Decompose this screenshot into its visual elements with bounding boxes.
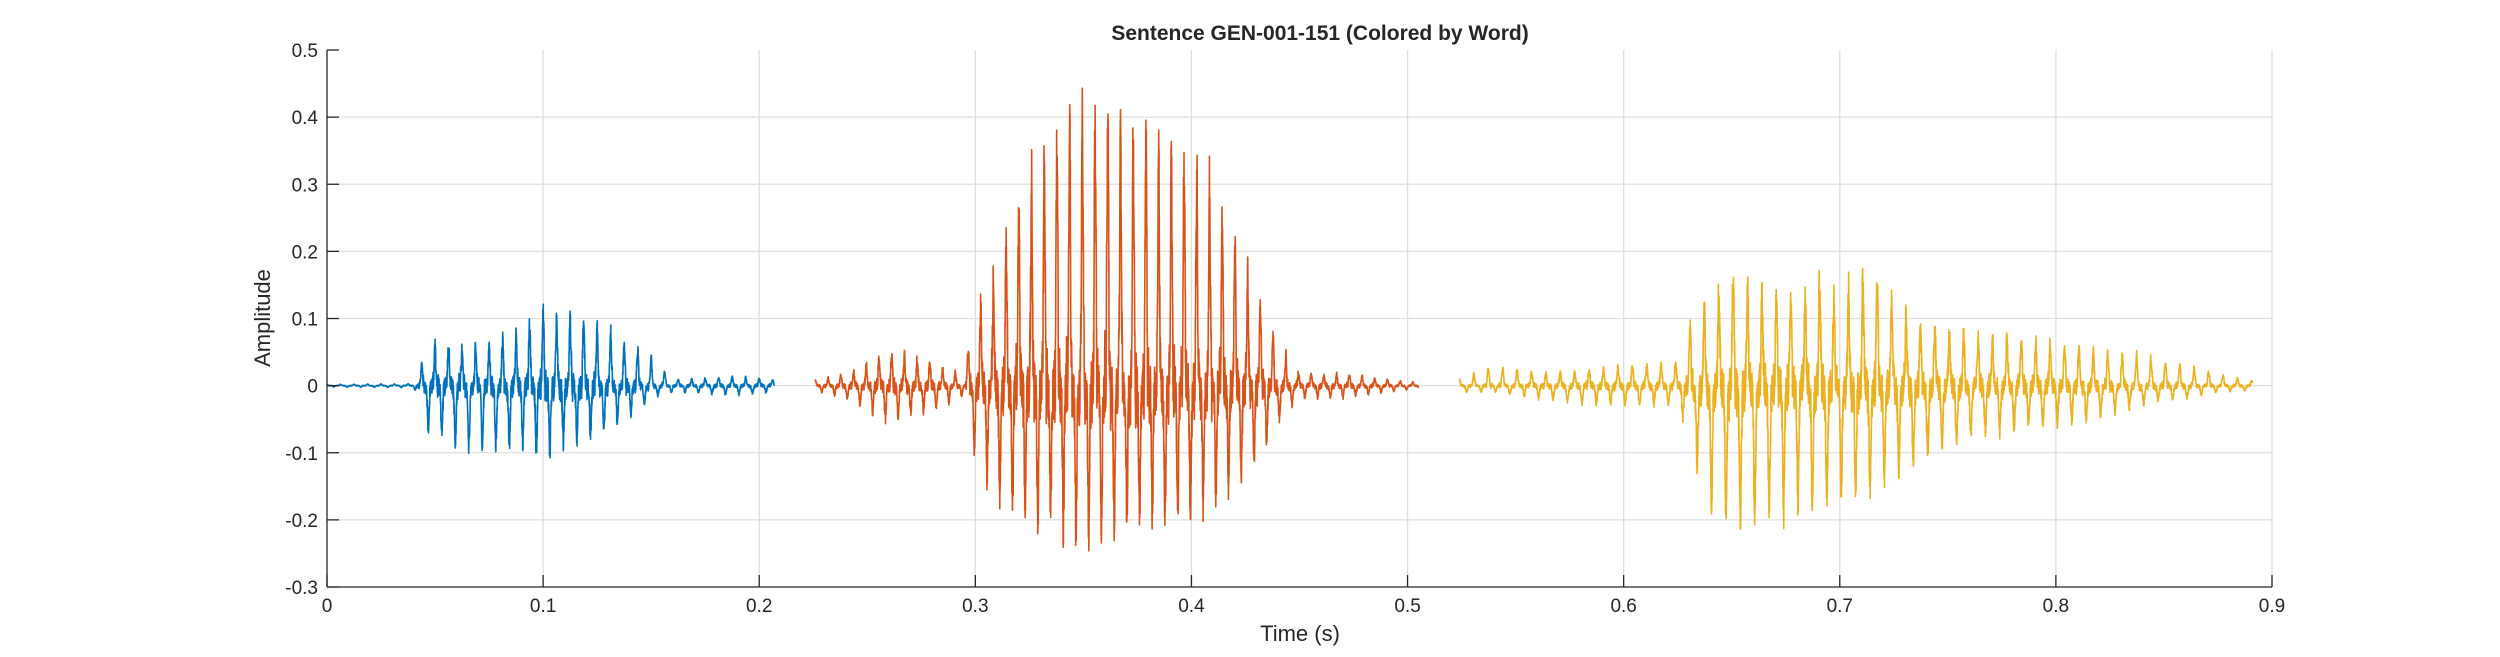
y-tick-label: 0.5 bbox=[292, 41, 318, 62]
waveform-word-1 bbox=[326, 303, 776, 459]
y-ticks: -0.3 -0.2 -0.1 0 0.1 0.2 0.3 0.4 0.5 bbox=[285, 41, 339, 599]
y-tick-label: 0 bbox=[307, 377, 318, 398]
x-tick-label: 0.2 bbox=[746, 596, 772, 617]
y-tick-label: -0.2 bbox=[285, 511, 318, 532]
chart-title: Sentence GEN-001-151 (Colored by Word) bbox=[1111, 22, 1528, 45]
y-tick-label: 0.3 bbox=[292, 175, 318, 196]
y-axis-label: Amplitude bbox=[250, 269, 275, 367]
y-tick-label: 0.4 bbox=[292, 108, 319, 129]
x-tick-label: 0.8 bbox=[2043, 596, 2069, 617]
waveform-word-3 bbox=[1458, 267, 2254, 530]
y-tick-label: 0.2 bbox=[292, 242, 318, 263]
x-tick-label: 0.7 bbox=[1827, 596, 1853, 617]
x-tick-label: 0.9 bbox=[2259, 596, 2285, 617]
y-tick-label: -0.3 bbox=[285, 578, 318, 599]
x-tick-label: 0.1 bbox=[530, 596, 556, 617]
x-tick-label: 0 bbox=[322, 596, 333, 617]
x-tick-label: 0.6 bbox=[1610, 596, 1636, 617]
x-ticks: 0 0.1 0.2 0.3 0.4 0.5 0.6 0.7 0.8 0.9 bbox=[322, 575, 2285, 617]
waveform-word-2 bbox=[814, 87, 1420, 552]
y-tick-label: 0.1 bbox=[292, 310, 318, 331]
x-axis-label: Time (s) bbox=[1260, 621, 1340, 646]
x-tick-label: 0.4 bbox=[1178, 596, 1205, 617]
x-tick-label: 0.5 bbox=[1394, 596, 1420, 617]
x-tick-label: 0.3 bbox=[962, 596, 988, 617]
y-tick-label: -0.1 bbox=[285, 444, 318, 465]
grid-lines bbox=[327, 50, 2273, 587]
series-layer bbox=[326, 87, 2254, 552]
